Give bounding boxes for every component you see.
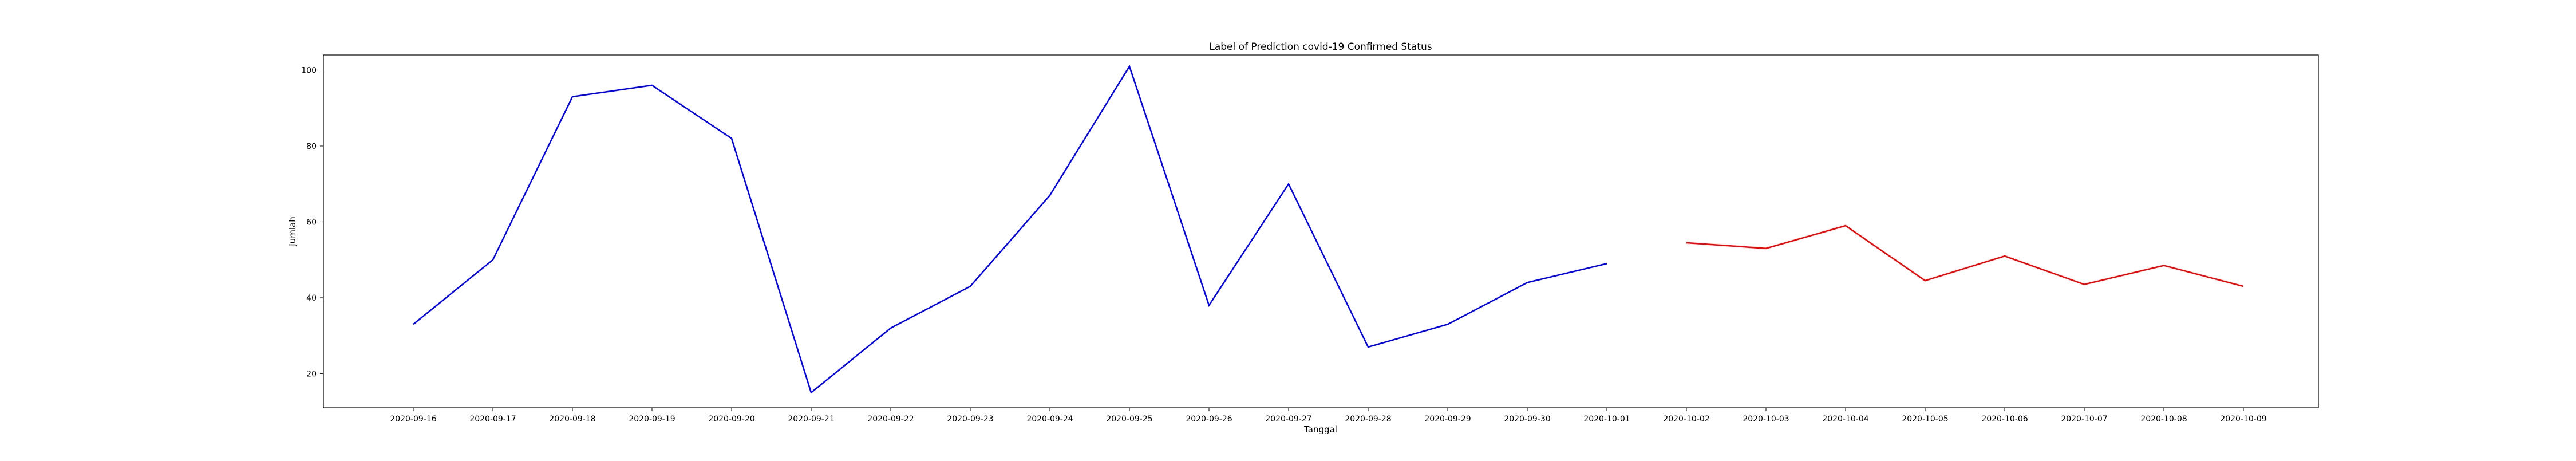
x-tick-label: 2020-09-21	[788, 415, 834, 424]
x-tick-label: 2020-10-08	[2140, 415, 2187, 424]
x-tick-label: 2020-10-01	[1583, 415, 1630, 424]
y-tick-label: 100	[301, 66, 317, 75]
x-tick-label: 2020-09-25	[1106, 415, 1152, 424]
x-tick-label: 2020-09-26	[1186, 415, 1232, 424]
x-tick-label: 2020-09-16	[390, 415, 436, 424]
y-tick-label: 60	[306, 218, 317, 227]
x-tick-label: 2020-09-17	[469, 415, 516, 424]
series-lines	[413, 64, 2244, 394]
x-tick-label: 2020-09-20	[708, 415, 754, 424]
x-tick-label: 2020-10-02	[1663, 415, 1709, 424]
plot-frame	[323, 54, 2319, 408]
x-tick-label: 2020-10-07	[2061, 415, 2107, 424]
x-tick-label: 2020-10-06	[1981, 415, 2028, 424]
x-tick-label: 2020-09-30	[1504, 415, 1550, 424]
x-tick-label: 2020-09-18	[549, 415, 595, 424]
y-axis-ticks: 20 40 60 80 100	[301, 66, 323, 379]
chart-title: Label of Prediction covid-19 Confirmed S…	[1209, 41, 1432, 53]
x-axis-ticks: 2020-09-16 2020-09-17 2020-09-18 2020-09-19…	[390, 408, 2267, 424]
x-tick-label: 2020-09-27	[1265, 415, 1311, 424]
x-tick-label: 2020-10-05	[1902, 415, 1948, 424]
x-tick-label: 2020-09-22	[867, 415, 914, 424]
x-tick-label: 2020-09-23	[947, 415, 993, 424]
x-tick-label: 2020-09-28	[1345, 415, 1391, 424]
x-tick-label: 2020-09-24	[1026, 415, 1073, 424]
y-axis-label: Jumlah	[287, 216, 298, 246]
x-axis-label: Tanggal	[1303, 424, 1337, 435]
x-tick-label: 2020-10-09	[2220, 415, 2266, 424]
x-tick-label: 2020-10-03	[1743, 415, 1789, 424]
x-tick-label: 2020-09-29	[1424, 415, 1471, 424]
x-tick-label: 2020-09-19	[629, 415, 675, 424]
y-tick-label: 20	[306, 369, 317, 379]
y-tick-label: 80	[306, 142, 317, 151]
series-line-2	[1686, 224, 2244, 287]
x-tick-label: 2020-10-04	[1822, 415, 1868, 424]
series-line-1	[413, 64, 1607, 394]
y-tick-label: 40	[306, 294, 317, 303]
